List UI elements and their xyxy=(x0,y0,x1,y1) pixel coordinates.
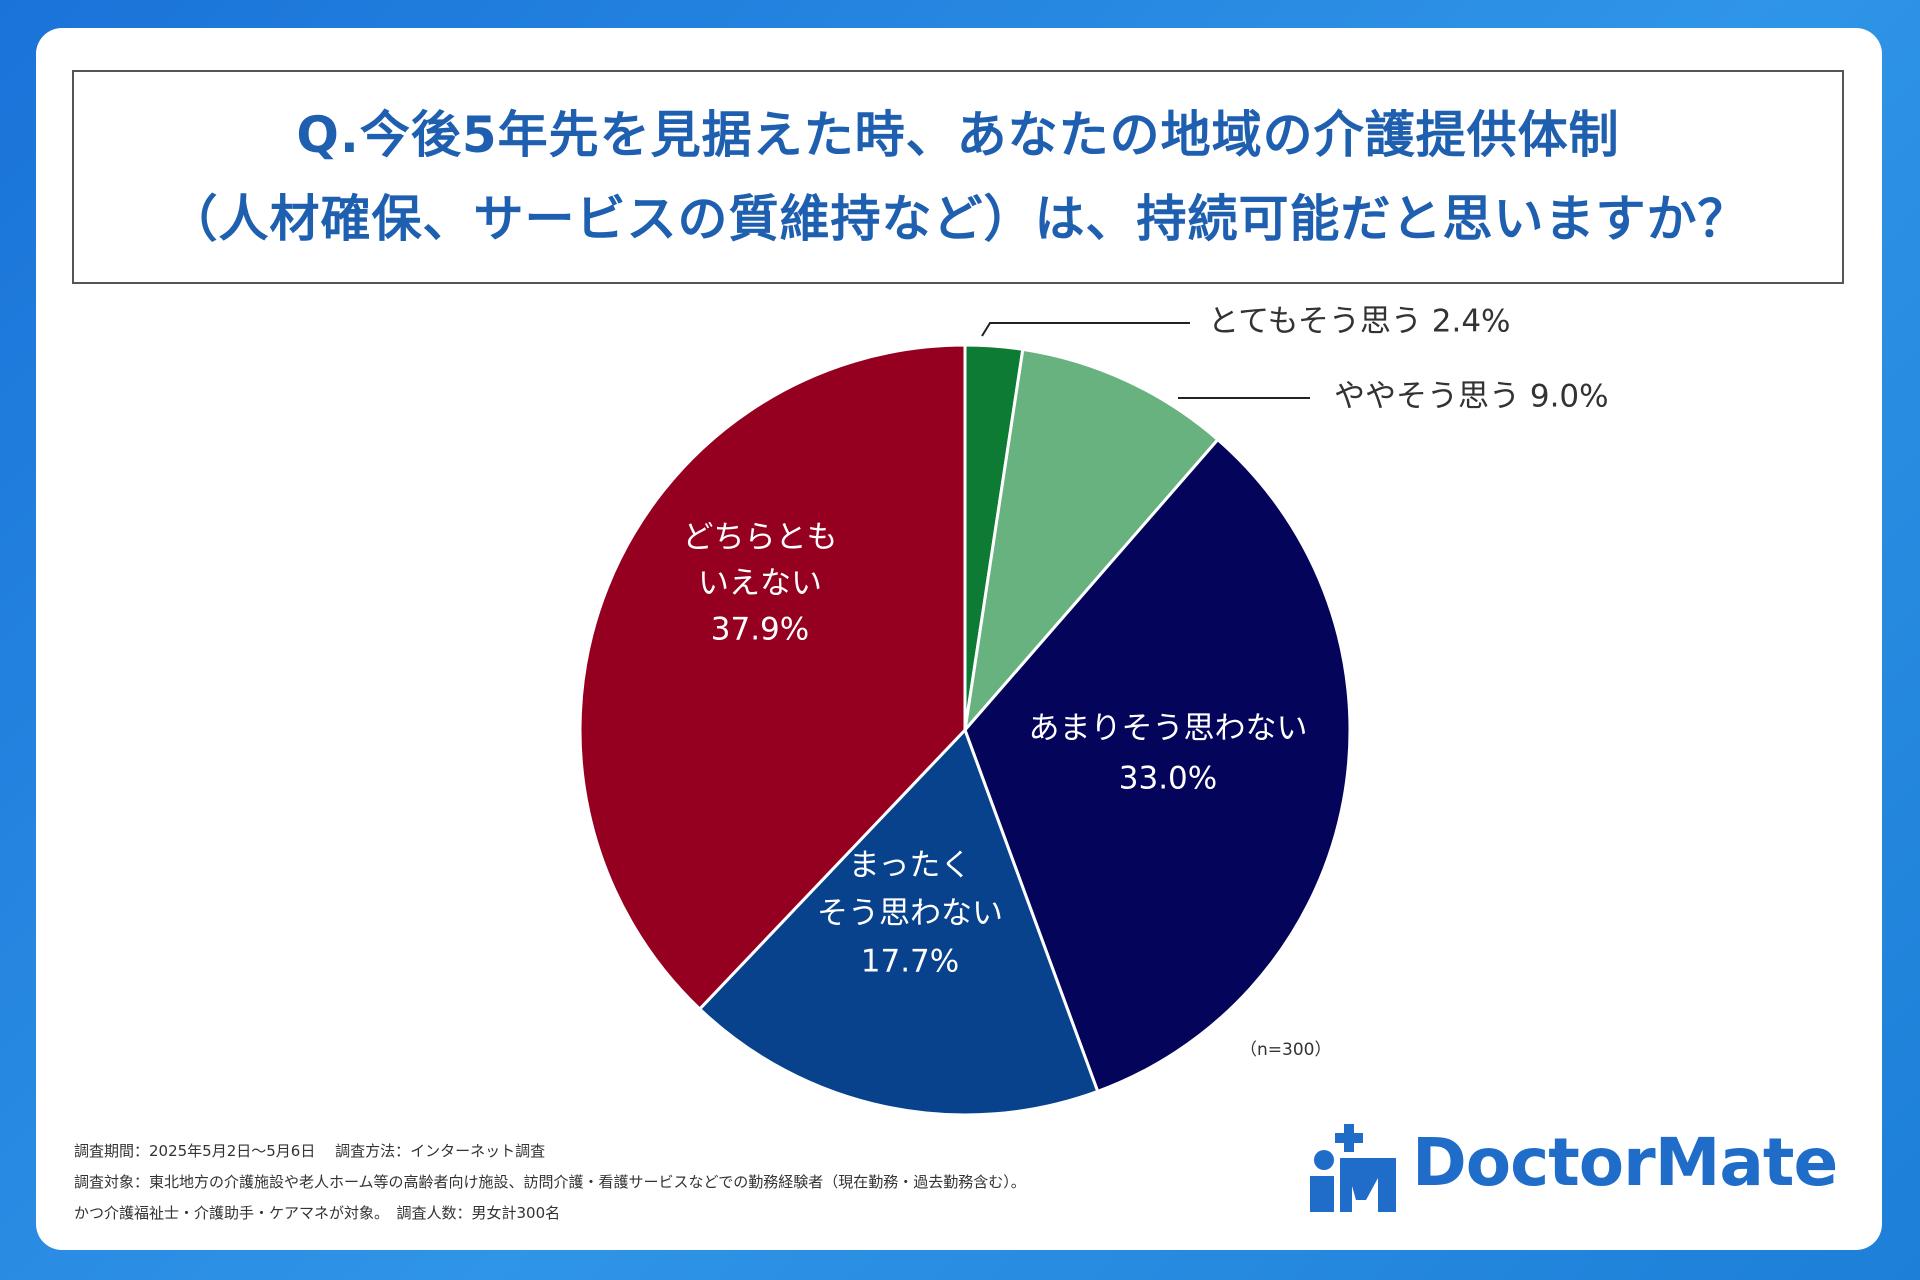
logo-text: DoctorMate xyxy=(1412,1124,1838,1201)
doctormate-logo-icon xyxy=(1310,1124,1396,1212)
slice-category-label: あまりそう思わない xyxy=(1029,711,1308,747)
pie-slice xyxy=(697,727,1100,1117)
slice-category-label: どちらとも xyxy=(683,520,838,556)
doctormate-logo: DoctorMate xyxy=(1304,1120,1844,1216)
slice-leader-label: ややそう思う 9.0% xyxy=(1334,379,1609,415)
slice-value-label: 37.9% xyxy=(711,612,809,648)
question-title-line-1: Q.今後5年先を見据えた時、あなたの地域の介護提供体制 xyxy=(296,106,1620,164)
slice-category-label: まったく xyxy=(849,848,972,884)
leader-line xyxy=(981,322,1190,337)
slice-value-label: 17.7% xyxy=(861,944,959,980)
slice-category-label: いえない xyxy=(698,566,822,602)
question-title-box: Q.今後5年先を見据えた時、あなたの地域の介護提供体制 （人材確保、サービスの質… xyxy=(72,70,1844,284)
question-title-line-2: （人材確保、サービスの質維持など）は、持続可能だと思いますか？ xyxy=(167,190,1749,248)
pie-slice xyxy=(963,437,1352,1094)
footnote-line: かつ介護福祉士・介護助手・ケアマネが対象。 調査人数：男女計300名 xyxy=(74,1204,561,1222)
pie-slice xyxy=(962,347,1220,735)
survey-footnotes: 調査期間：2025年5月2日〜5月6日 調査方法：インターネット調査 調査対象：… xyxy=(74,1136,1026,1229)
footnote-line: 調査期間：2025年5月2日〜5月6日 調査方法：インターネット調査 xyxy=(74,1142,546,1160)
slice-leader-label: とてもそう思う 2.4% xyxy=(1208,304,1511,340)
slice-value-label: 33.0% xyxy=(1119,761,1217,797)
pie-slice xyxy=(578,343,967,1012)
slice-category-label: そう思わない xyxy=(817,896,1003,932)
sample-size-note: （n=300） xyxy=(1240,1040,1331,1060)
footnote-line: 調査対象：東北地方の介護施設や老人ホーム等の高齢者向け施設、訪問介護・看護サービ… xyxy=(74,1173,1026,1191)
